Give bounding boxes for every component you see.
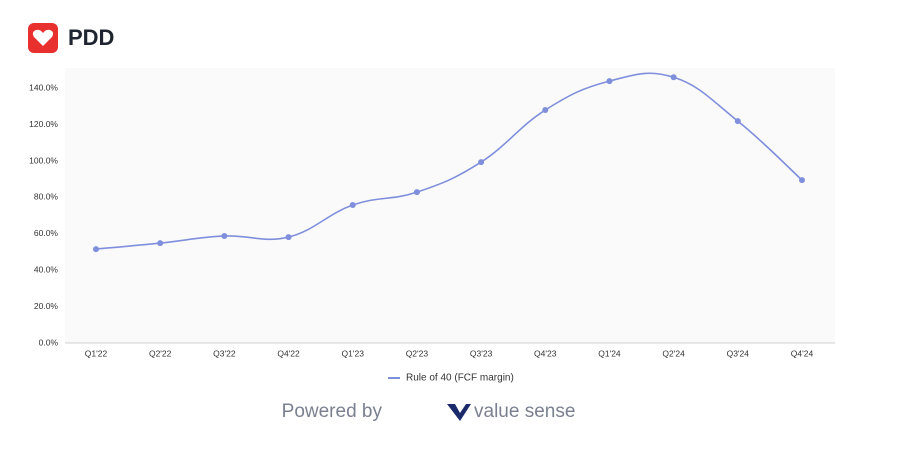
data-point <box>542 107 549 114</box>
x-tick-label: Q4'24 <box>791 348 814 358</box>
x-tick-label: Q1'22 <box>85 348 108 358</box>
company-title: PDD <box>68 25 114 50</box>
x-tick-label: Q2'24 <box>662 348 685 358</box>
y-tick-label: 120.0% <box>29 119 58 129</box>
y-tick-label: 20.0% <box>34 301 59 311</box>
y-tick-label: 80.0% <box>34 192 59 202</box>
legend: Rule of 40 (FCF margin) <box>388 373 514 384</box>
data-point <box>157 240 164 247</box>
x-tick-label: Q2'23 <box>406 348 429 358</box>
x-tick-label: Q3'24 <box>727 348 750 358</box>
x-tick-label: Q1'23 <box>342 348 365 358</box>
y-tick-label: 60.0% <box>34 228 59 238</box>
data-point <box>606 78 613 85</box>
x-tick-label: Q1'24 <box>598 348 621 358</box>
data-point <box>799 177 805 184</box>
data-point <box>285 234 292 241</box>
data-point <box>670 74 677 81</box>
data-point <box>221 232 228 239</box>
data-point <box>349 202 356 209</box>
data-point <box>93 246 99 253</box>
plot-area <box>65 68 835 343</box>
brand-name: value sense <box>474 401 575 422</box>
data-point <box>413 189 420 196</box>
x-tick-label: Q4'22 <box>277 348 300 358</box>
y-tick-label: 100.0% <box>29 155 58 165</box>
y-tick-label: 0.0% <box>39 337 59 347</box>
logo-heart <box>32 29 54 46</box>
x-tick-label: Q3'22 <box>213 348 236 358</box>
x-tick-label: Q2'22 <box>149 348 172 358</box>
x-tick-label: Q3'23 <box>470 348 493 358</box>
powered-by: Powered by <box>282 401 383 422</box>
data-point <box>478 159 485 166</box>
series-line <box>95 72 803 250</box>
y-tick-label: 40.0% <box>34 264 59 274</box>
brand-logo <box>447 404 471 421</box>
x-tick-label: Q4'23 <box>534 348 557 358</box>
legend-label: Rule of 40 (FCF margin) <box>406 373 514 384</box>
y-tick-label: 140.0% <box>29 82 58 92</box>
data-point <box>734 118 741 125</box>
